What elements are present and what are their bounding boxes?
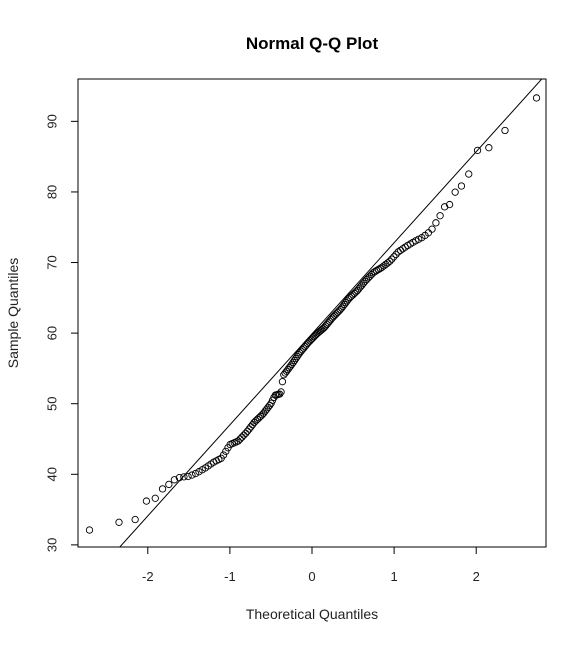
x-tick-label: 0 [308, 569, 315, 584]
qq-point [115, 518, 123, 526]
y-axis-label: Sample Quantiles [5, 258, 21, 369]
chart-title: Normal Q-Q Plot [246, 34, 379, 53]
qq-point [465, 170, 473, 178]
qq-point [277, 388, 285, 396]
qq-point [473, 146, 482, 155]
qq-point [440, 203, 449, 211]
qq-point [310, 333, 318, 341]
qq-point [388, 255, 396, 263]
qq-point [318, 326, 326, 334]
qq-point [386, 257, 394, 265]
qq-point [219, 451, 228, 459]
qq-point [308, 334, 317, 342]
qq-point [374, 265, 383, 274]
qq-point [175, 474, 184, 482]
y-tick-label: 30 [44, 538, 59, 552]
qq-point [184, 472, 192, 481]
qq-point [305, 338, 313, 346]
plot-frame [77, 78, 547, 548]
qq-point [532, 94, 541, 102]
x-tick-label: 2 [473, 569, 480, 584]
y-tick-label: 70 [44, 255, 59, 269]
qq-point [424, 229, 433, 237]
qq-point [243, 427, 252, 435]
x-axis: -2 -1 0 1 2 [142, 546, 480, 584]
x-axis-label: Theoretical Quantiles [246, 606, 378, 622]
qq-point [451, 188, 459, 196]
qq-point [371, 267, 379, 276]
qq-point [188, 471, 196, 479]
qq-point [151, 494, 159, 502]
qq-point [432, 219, 440, 227]
qq-point [238, 433, 246, 441]
qq-point [165, 480, 173, 489]
qq-point [241, 429, 250, 438]
qq-point [445, 200, 454, 209]
qq-point [501, 126, 509, 135]
qq-point [293, 352, 301, 361]
qq-point [292, 354, 300, 363]
qq-point [170, 476, 179, 484]
x-tick-label: -1 [224, 569, 236, 584]
y-tick-label: 50 [44, 396, 59, 410]
y-axis: 30 40 50 60 70 80 90 [44, 114, 79, 552]
qq-point [158, 485, 167, 493]
qq-point [85, 526, 94, 534]
qq-point [240, 431, 248, 439]
qq-point [399, 245, 407, 253]
qq-point [276, 390, 284, 398]
y-tick-label: 40 [44, 467, 59, 481]
y-tick-label: 80 [44, 185, 59, 199]
qq-point [191, 469, 200, 478]
qq-point [222, 447, 230, 455]
qq-point [278, 378, 287, 386]
qq-point [290, 356, 299, 365]
qq-point [288, 360, 296, 368]
qq-point [384, 259, 392, 267]
qq-point [428, 225, 436, 233]
qq-point [307, 335, 316, 344]
qq-point [457, 182, 466, 190]
qq-point [234, 437, 242, 445]
points-group [85, 94, 541, 534]
qq-point [392, 250, 400, 259]
qq-point [180, 473, 188, 481]
x-tick-label: 1 [390, 569, 397, 584]
y-tick-label: 90 [44, 114, 59, 128]
x-tick-label: -2 [142, 569, 154, 584]
y-tick-label: 60 [44, 326, 59, 340]
qq-point [236, 435, 244, 443]
qq-point [390, 253, 398, 261]
qq-point [372, 266, 381, 275]
qq-point [131, 515, 139, 524]
qq-point [286, 362, 295, 370]
qq-point [289, 358, 297, 367]
qq-point [436, 212, 444, 220]
qq-point [306, 337, 314, 345]
qq-point [485, 144, 493, 152]
qq-point [319, 324, 327, 333]
qq-point [142, 497, 151, 505]
qq-point [376, 264, 384, 273]
